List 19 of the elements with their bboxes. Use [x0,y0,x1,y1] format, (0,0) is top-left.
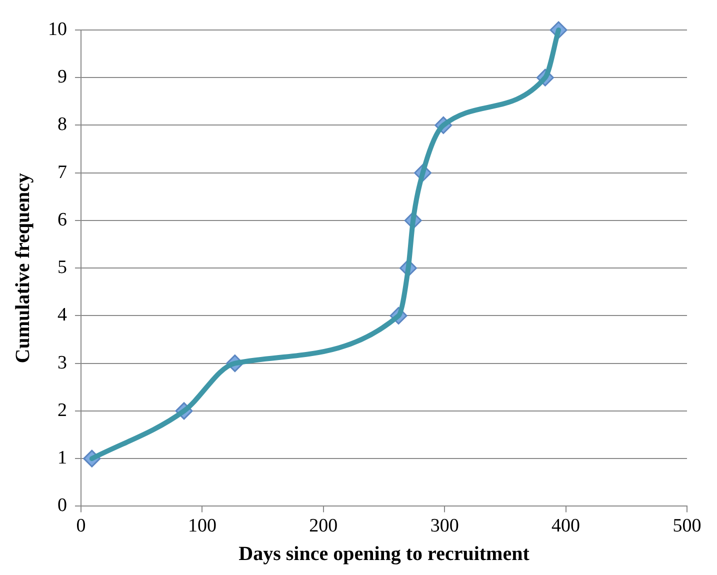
x-tick-label: 200 [309,516,338,537]
x-tick-label: 400 [552,516,580,537]
x-tick-label: 300 [430,516,459,537]
x-axis-title: Days since opening to recruitment [238,543,530,566]
y-tick-label: 8 [58,114,67,136]
y-tick-label: 9 [58,66,67,88]
y-tick-label: 3 [58,352,67,374]
y-tick-label: 1 [58,448,67,469]
y-tick-label: 0 [58,495,67,516]
y-tick-label: 2 [58,400,67,421]
y-tick-label: 4 [58,304,68,326]
x-tick-label: 500 [672,516,702,537]
y-axis-title: Cumulative frequency [12,173,34,364]
y-tick-label: 5 [58,257,67,278]
x-tick-label: 100 [188,516,216,537]
y-tick-label: 10 [48,18,67,40]
y-tick-label: 6 [58,209,67,230]
x-tick-label: 0 [76,516,86,537]
y-tick-label: 7 [58,162,67,183]
